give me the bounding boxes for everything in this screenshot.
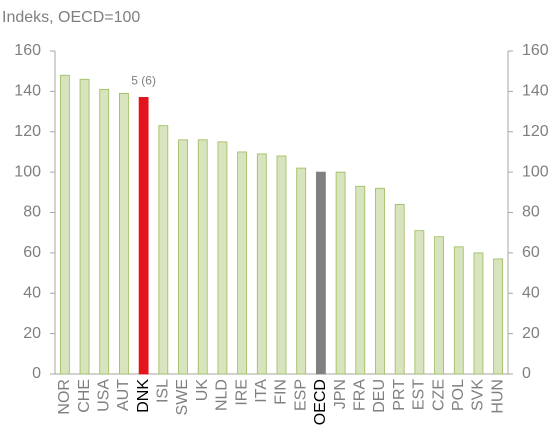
y2-tick-label: 140: [522, 83, 549, 100]
x-tick-label: FRA: [352, 379, 369, 411]
y-tick-label: 120: [14, 123, 41, 140]
bar: [138, 97, 149, 375]
y2-tick-label: 20: [522, 325, 540, 342]
x-tick-label: ESP: [292, 379, 309, 411]
y-tick-label: 0: [32, 365, 41, 382]
x-tick-label: SVK: [470, 379, 487, 411]
bar: [375, 187, 385, 375]
bar: [394, 204, 405, 375]
y-axis-label: Indeks, OECD=100: [2, 9, 140, 26]
y2-tick-label: 80: [522, 204, 540, 221]
x-tick-label: FIN: [273, 379, 290, 405]
x-tick-label: NOR: [56, 379, 73, 415]
x-tick-label: NLD: [214, 379, 231, 411]
bar: [59, 74, 70, 375]
y-tick-label: 140: [14, 83, 41, 100]
x-tick-label: EST: [411, 379, 428, 410]
x-tick-label: OECD: [312, 379, 329, 425]
bar: [79, 78, 90, 375]
x-tick-label: PRT: [391, 379, 408, 411]
x-tick-label: SWE: [174, 379, 191, 415]
y2-tick-label: 0: [522, 365, 531, 382]
x-tick-label: UK: [194, 379, 211, 402]
bar: [473, 252, 484, 375]
bar: [434, 236, 444, 375]
x-tick-label: ITA: [253, 379, 270, 403]
x-tick-label: ISL: [155, 379, 172, 403]
annotation: 5 (6): [131, 74, 156, 88]
y2-tick-label: 60: [522, 244, 540, 261]
y-tick-label: 20: [23, 325, 41, 342]
bar: [335, 171, 346, 375]
x-tick-label: DNK: [135, 379, 152, 413]
bar: [256, 153, 267, 375]
bar: [453, 246, 464, 375]
bar: [296, 167, 307, 375]
y2-tick-label: 100: [522, 163, 549, 180]
bar: [276, 155, 287, 375]
y2-tick-label: 40: [522, 284, 540, 301]
bar: [119, 92, 129, 375]
bar: [414, 230, 425, 375]
bar: [355, 185, 366, 375]
y-tick-label: 40: [23, 284, 41, 301]
y-tick-label: 160: [14, 42, 41, 59]
bar: [315, 171, 326, 375]
x-tick-label: POL: [450, 379, 467, 411]
y2-tick-label: 120: [522, 123, 549, 140]
x-tick-label: IRE: [233, 379, 250, 406]
bar: [197, 139, 208, 375]
bar: [158, 125, 169, 375]
bar: [99, 88, 110, 375]
bar: [237, 151, 248, 375]
y-tick-label: 60: [23, 244, 41, 261]
x-tick-label: USA: [95, 379, 112, 412]
y-tick-label: 80: [23, 204, 41, 221]
x-tick-label: HUN: [489, 379, 506, 414]
bar: [493, 258, 504, 375]
x-tick-label: AUT: [115, 379, 132, 411]
x-tick-label: DEU: [371, 379, 388, 413]
y2-tick-label: 160: [522, 42, 549, 59]
x-tick-label: JPN: [332, 379, 349, 409]
bar: [178, 139, 188, 375]
y-tick-label: 100: [14, 163, 41, 180]
x-tick-label: CZE: [430, 379, 447, 411]
bar: [217, 141, 228, 375]
x-tick-label: CHE: [76, 379, 93, 413]
